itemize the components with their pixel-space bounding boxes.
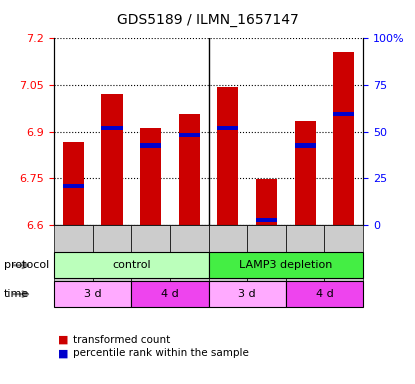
Bar bbox=[140, 128, 161, 225]
Bar bbox=[101, 126, 122, 131]
Bar bbox=[295, 121, 316, 225]
Text: control: control bbox=[112, 260, 151, 270]
Text: GDS5189 / ILMN_1657147: GDS5189 / ILMN_1657147 bbox=[117, 13, 298, 27]
Text: percentile rank within the sample: percentile rank within the sample bbox=[73, 348, 249, 358]
Text: ■: ■ bbox=[58, 348, 68, 358]
Bar bbox=[333, 113, 354, 116]
Bar bbox=[256, 218, 277, 222]
Text: transformed count: transformed count bbox=[73, 335, 170, 345]
Text: 3 d: 3 d bbox=[84, 289, 101, 299]
Bar bbox=[217, 126, 239, 131]
Text: 4 d: 4 d bbox=[315, 289, 333, 299]
Text: protocol: protocol bbox=[4, 260, 49, 270]
Bar bbox=[295, 144, 316, 147]
Bar bbox=[178, 133, 200, 137]
Text: LAMP3 depletion: LAMP3 depletion bbox=[239, 260, 332, 270]
Bar bbox=[217, 86, 239, 225]
Bar bbox=[178, 114, 200, 225]
Bar bbox=[333, 52, 354, 225]
Bar bbox=[63, 142, 84, 225]
Text: 4 d: 4 d bbox=[161, 289, 179, 299]
Text: time: time bbox=[4, 289, 29, 299]
Bar bbox=[140, 144, 161, 147]
Bar bbox=[101, 94, 122, 225]
Bar bbox=[63, 184, 84, 188]
Text: ■: ■ bbox=[58, 335, 68, 345]
Text: 3 d: 3 d bbox=[238, 289, 256, 299]
Bar bbox=[256, 179, 277, 225]
